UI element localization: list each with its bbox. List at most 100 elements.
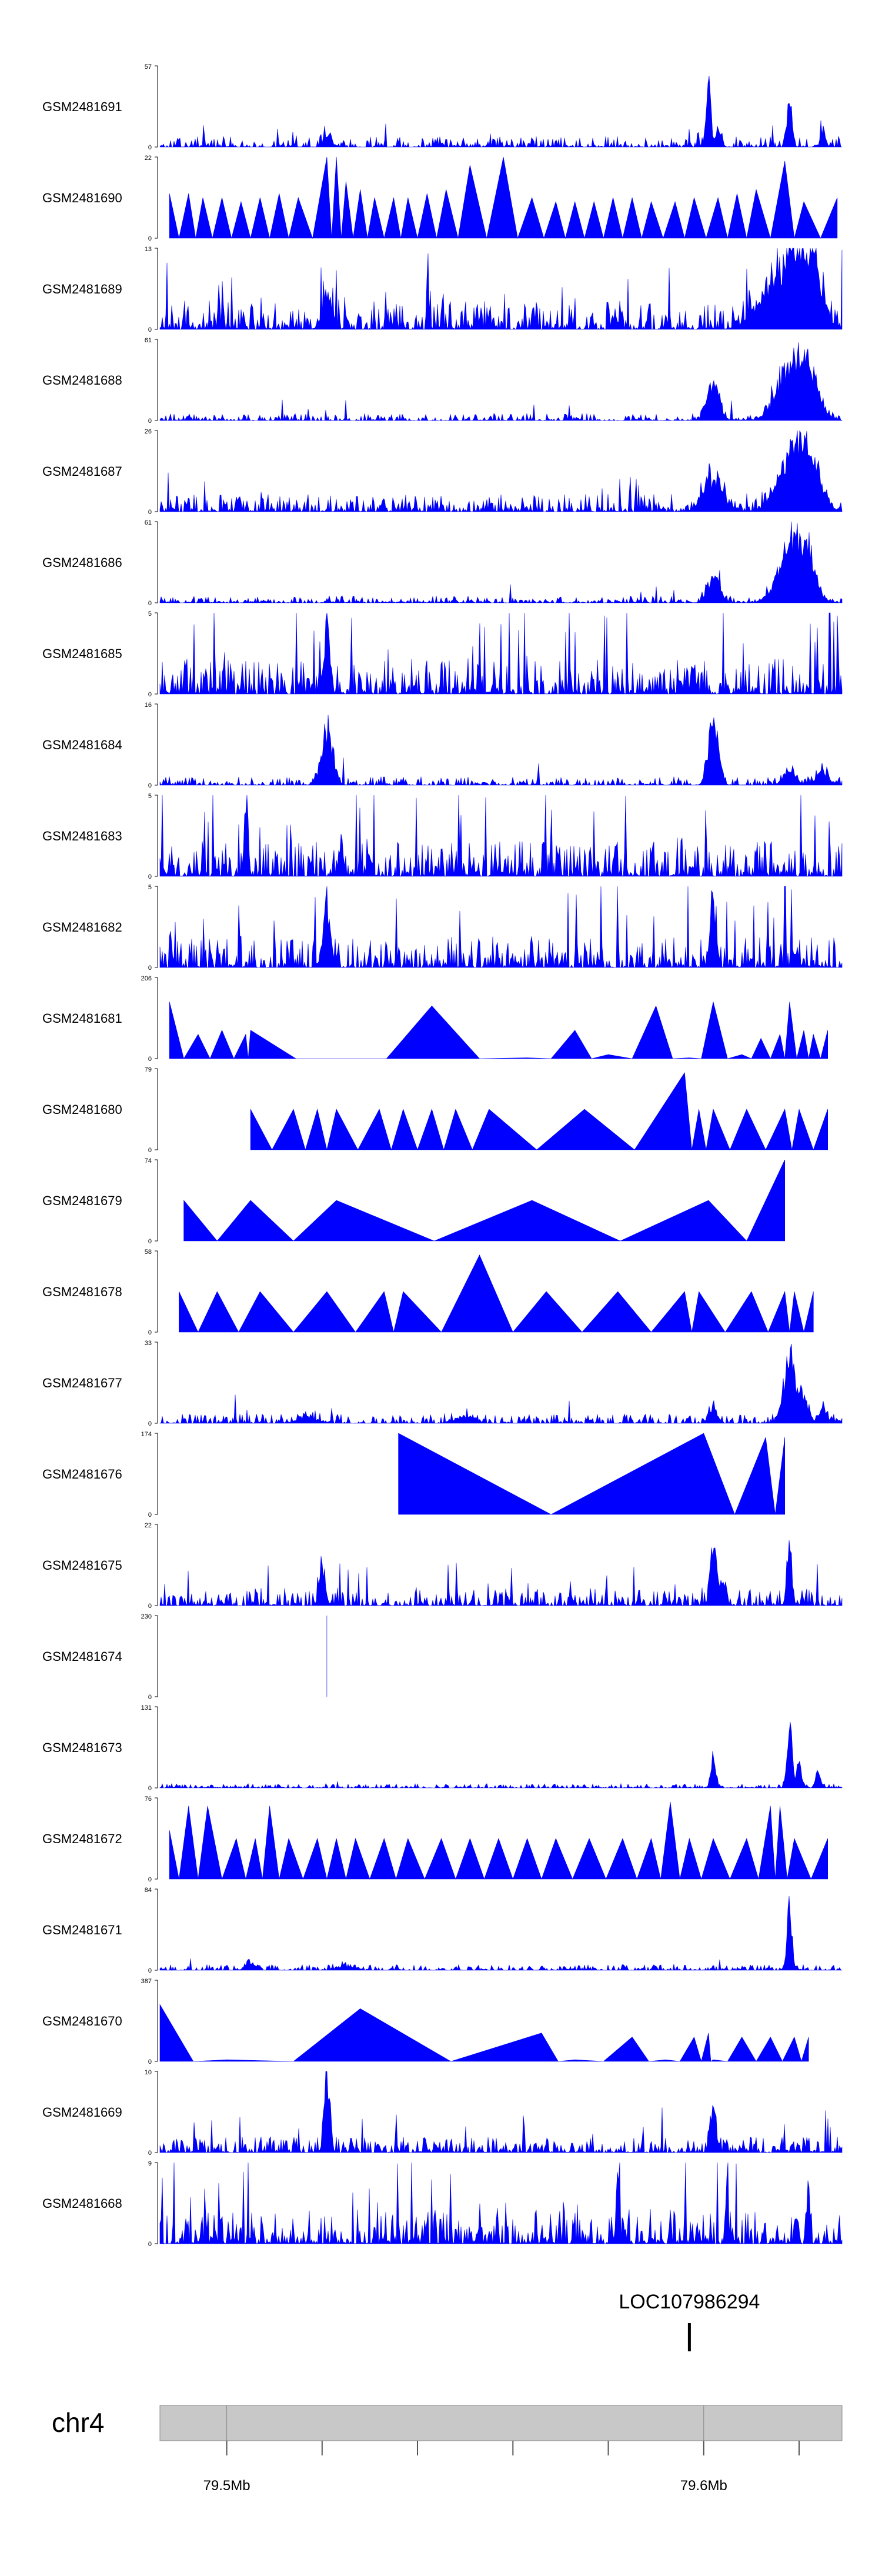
track-label: GSM2481689 [42, 282, 122, 296]
coverage-area [159, 886, 843, 969]
track-GSM2481686: GSM2481686 61 0 [42, 519, 843, 607]
y-max-label: 387 [141, 1978, 152, 1985]
y-max-label: 230 [141, 1613, 152, 1620]
y-min-label: 0 [148, 418, 152, 425]
y-max-label: 5 [148, 793, 152, 800]
y-min-label: 0 [148, 1876, 152, 1883]
track-label: GSM2481671 [42, 1923, 122, 1937]
track-label: GSM2481680 [42, 1102, 122, 1117]
y-max-label: 5 [148, 884, 152, 891]
y-max-label: 22 [145, 155, 152, 162]
y-max-label: 74 [145, 1157, 152, 1164]
track-label: GSM2481669 [42, 2105, 122, 2120]
axis-tick-label: 79.5Mb [203, 2478, 250, 2494]
y-min-label: 0 [148, 965, 152, 972]
coverage-area [159, 2162, 843, 2245]
y-min-label: 0 [148, 1420, 152, 1427]
track-GSM2481675: GSM2481675 22 0 [42, 1522, 843, 1610]
coverage-area [159, 1344, 843, 1424]
y-max-label: 206 [141, 975, 152, 982]
chromosome-bar [159, 2405, 843, 2441]
coverage-area [159, 2004, 809, 2063]
y-min-label: 0 [148, 1511, 152, 1519]
track-GSM2481683: GSM2481683 5 0 [42, 793, 843, 880]
track-GSM2481677: GSM2481677 33 0 [42, 1340, 843, 1427]
track-label: GSM2481679 [42, 1193, 122, 1208]
y-min-label: 0 [148, 2150, 152, 2157]
y-min-label: 0 [148, 1785, 152, 1792]
y-max-label: 58 [145, 1249, 152, 1256]
y-max-label: 84 [145, 1887, 152, 1894]
track-label: GSM2481668 [42, 2196, 122, 2211]
track-label: GSM2481672 [42, 1831, 122, 1846]
y-max-label: 57 [145, 64, 152, 71]
coverage-area [169, 1801, 828, 1880]
coverage-area [169, 156, 838, 239]
y-min-label: 0 [148, 1056, 152, 1063]
y-max-label: 61 [145, 519, 152, 526]
y-min-label: 0 [148, 326, 152, 333]
coverage-area [169, 1002, 828, 1060]
track-label: GSM2481675 [42, 1558, 122, 1573]
y-max-label: 16 [145, 702, 152, 709]
y-min-label: 0 [148, 2241, 152, 2248]
track-label: GSM2481684 [42, 738, 122, 752]
track-label: GSM2481690 [42, 191, 122, 205]
track-label: GSM2481676 [42, 1467, 122, 1481]
track-label: GSM2481688 [42, 373, 122, 388]
track-GSM2481689: GSM2481689 13 0 [42, 246, 843, 333]
track-GSM2481681: GSM2481681 206 0 [42, 975, 828, 1063]
track-GSM2481676: GSM2481676 174 0 [42, 1431, 785, 1519]
coverage-tracks: GSM2481691570GSM2481690220GSM2481689130G… [42, 64, 843, 2248]
coverage-area [250, 1072, 828, 1151]
coverage-area [183, 1159, 785, 1242]
track-label: GSM2481677 [42, 1376, 122, 1390]
coverage-area [159, 430, 843, 513]
coverage-area [159, 1896, 843, 1971]
track-GSM2481670: GSM2481670 387 0 [42, 1978, 809, 2066]
track-GSM2481682: GSM2481682 5 0 [42, 884, 843, 972]
coverage-area [159, 612, 843, 695]
y-min-label: 0 [148, 1329, 152, 1336]
coverage-area [159, 342, 843, 422]
track-GSM2481669: GSM2481669 10 0 [42, 2069, 843, 2157]
y-min-label: 0 [148, 782, 152, 789]
y-max-label: 22 [145, 1522, 152, 1529]
y-min-label: 0 [148, 600, 152, 607]
y-max-label: 13 [145, 246, 152, 253]
y-max-label: 79 [145, 1066, 152, 1073]
y-max-label: 131 [141, 1704, 152, 1711]
track-GSM2481671: GSM2481671 84 0 [42, 1887, 843, 1974]
y-min-label: 0 [148, 1694, 152, 1701]
y-min-label: 0 [148, 1238, 152, 1245]
coverage-area [159, 795, 843, 877]
track-GSM2481688: GSM2481688 61 0 [42, 337, 843, 425]
y-min-label: 0 [148, 235, 152, 242]
coverage-area [159, 248, 843, 331]
gene-label: LOC107986294 [619, 2291, 760, 2313]
track-label: GSM2481691 [42, 99, 122, 114]
track-label: GSM2481683 [42, 829, 122, 843]
y-min-label: 0 [148, 1603, 152, 1610]
track-label: GSM2481673 [42, 1740, 122, 1755]
track-GSM2481684: GSM2481684 16 0 [42, 702, 843, 789]
y-max-label: 9 [148, 2160, 152, 2167]
coverage-area [159, 521, 843, 604]
track-GSM2481687: GSM2481687 26 0 [42, 428, 843, 516]
genome-axis: 79.5Mb 79.6Mb [203, 2405, 800, 2494]
coverage-area [398, 1433, 785, 1515]
y-max-label: 33 [145, 1340, 152, 1347]
y-min-label: 0 [148, 144, 152, 151]
coverage-area [159, 2071, 843, 2154]
y-min-label: 0 [148, 691, 152, 698]
coverage-area [159, 1722, 843, 1789]
track-label: GSM2481681 [42, 1011, 122, 1026]
track-label: GSM2481685 [42, 646, 122, 661]
coverage-area [159, 75, 843, 148]
coverage-area [159, 715, 843, 786]
track-GSM2481673: GSM2481673 131 0 [42, 1704, 843, 1792]
chromosome-ideogram: chr4 [52, 2405, 843, 2441]
track-GSM2481685: GSM2481685 5 0 [42, 610, 843, 698]
y-min-label: 0 [148, 1967, 152, 1974]
y-max-label: 174 [141, 1431, 152, 1438]
